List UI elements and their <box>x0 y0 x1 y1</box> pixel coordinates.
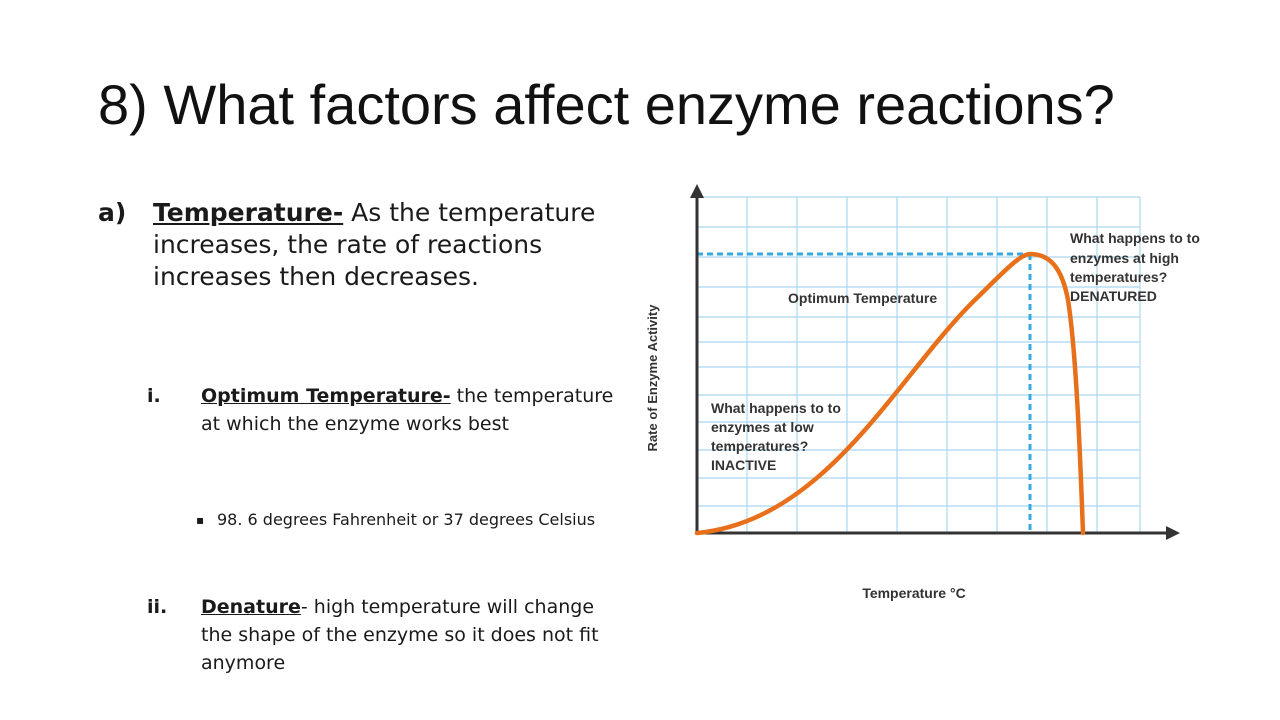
low-question-line-3: temperatures? <box>711 438 808 454</box>
point-marker-ii: ii. <box>147 596 168 618</box>
slide-title: 8) What factors affect enzyme reactions? <box>98 73 1115 136</box>
low-temperature-annotation: What happens to to enzymes at low temper… <box>711 400 841 473</box>
high-question-line-3: temperatures? <box>1070 269 1167 285</box>
high-question-line-2: enzymes at high <box>1070 250 1179 266</box>
optimum-description: the temperature at which the enzyme work… <box>201 385 614 435</box>
low-question-line-1: What happens to to <box>711 400 841 416</box>
optimum-temperature-label: Optimum Temperature <box>788 290 937 306</box>
enzyme-activity-curve <box>694 251 1086 536</box>
x-axis-label: Temperature °C <box>862 585 965 601</box>
square-bullet-icon: ▪ <box>196 513 205 527</box>
point-marker-i: i. <box>147 385 161 407</box>
term-temperature: Temperature- <box>153 198 344 227</box>
term-denature: Denature <box>201 596 301 618</box>
high-question-line-1: What happens to to <box>1070 230 1200 246</box>
y-axis-arrow <box>690 184 704 198</box>
high-answer: DENATURED <box>1070 288 1157 304</box>
degrees-text: 98. 6 degrees Fahrenheit or 37 degrees C… <box>217 510 596 529</box>
point-temperature-text: Temperature- As the temperature increase… <box>153 197 623 293</box>
point-marker-a: a) <box>98 198 127 227</box>
x-axis-arrow <box>1166 526 1180 540</box>
low-question-line-2: enzymes at low <box>711 419 814 435</box>
temperature-description: As the temperature increases, the rate o… <box>153 198 596 291</box>
point-denature-text: Denature- high temperature will change t… <box>201 593 631 677</box>
low-answer: INACTIVE <box>711 457 776 473</box>
high-temperature-annotation: What happens to to enzymes at high tempe… <box>1070 230 1200 304</box>
denature-description: - high temperature will change the shape… <box>201 596 599 674</box>
term-optimum: Optimum Temperature- <box>201 385 451 407</box>
point-optimum-text: Optimum Temperature- the temperature at … <box>201 382 631 438</box>
y-axis-label: Rate of Enzyme Activity <box>645 304 660 452</box>
